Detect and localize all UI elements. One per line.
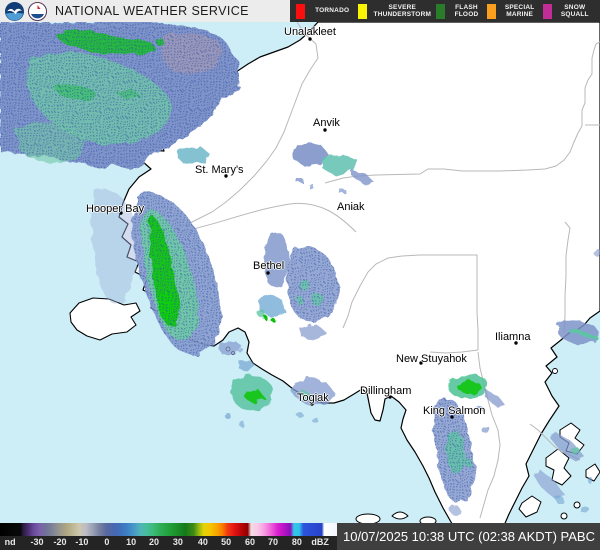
noaa-logo-icon[interactable] xyxy=(5,1,24,21)
radar-echo-layer xyxy=(0,22,600,515)
colorbar-tick: 70 xyxy=(267,537,278,547)
timestamp-bar: 10/07/2025 10:38 UTC (02:38 AKDT) PABC xyxy=(337,523,600,550)
reflectivity-scale: nd -30 -20 -10 0 10 20 30 40 50 60 70 80 dBZ xyxy=(0,523,337,550)
islet xyxy=(552,368,558,374)
warning-label: SPECIAL MARINE xyxy=(504,3,535,19)
warning-label: TORNADO xyxy=(315,7,350,15)
agency-title: NATIONAL WEATHER SERVICE xyxy=(55,4,249,18)
colorbar-tick: nd xyxy=(4,537,16,547)
warning-color-swatch xyxy=(542,3,552,19)
colorbar-tick: dBZ xyxy=(311,537,329,547)
colorbar-tick: 80 xyxy=(291,537,302,547)
warning-legend-item: SPECIAL MARINE xyxy=(486,3,540,19)
warning-legend-item: FLASH FLOOD xyxy=(436,3,483,19)
warning-color-swatch xyxy=(436,3,446,19)
colorbar-tick: 10 xyxy=(126,537,137,547)
nws-brand: NATIONAL WEATHER SERVICE xyxy=(0,0,290,22)
warning-label: SEVERE THUNDERSTORM xyxy=(373,3,432,19)
colorbar-tick: 0 xyxy=(104,537,110,547)
warning-legend-item: SEVERE THUNDERSTORM xyxy=(358,3,433,19)
colorbar-tick: -10 xyxy=(75,537,89,547)
warning-label: SNOW SQUALL xyxy=(560,3,589,19)
warning-color-swatch xyxy=(296,3,306,19)
warning-legend-item: TORNADO xyxy=(296,3,355,19)
reflectivity-colorbar xyxy=(0,523,337,536)
colorbar-tick: 60 xyxy=(245,537,256,547)
header-bar: NATIONAL WEATHER SERVICE TORNADO SEVERE T… xyxy=(0,0,600,22)
colorbar-tick: 50 xyxy=(221,537,232,547)
nunivak-island xyxy=(69,297,141,341)
colorbar-ticks: nd -30 -20 -10 0 10 20 30 40 50 60 70 80 dBZ xyxy=(0,536,337,550)
colorbar-tick: 30 xyxy=(172,537,183,547)
warning-legend-item: SNOW SQUALL xyxy=(542,3,594,19)
map-canvas xyxy=(0,22,600,550)
colorbar-tick: -30 xyxy=(30,537,44,547)
zone-borders xyxy=(167,22,600,519)
warning-color-swatch xyxy=(358,3,368,19)
colorbar-tick: -20 xyxy=(53,537,67,547)
warning-legend: TORNADO SEVERE THUNDERSTORM FLASH FLOOD SPE… xyxy=(290,0,600,22)
radar-map[interactable]: Unalakleet Anvik St. Mary's Hooper Bay Aniak… xyxy=(0,22,600,550)
city-markers xyxy=(119,37,518,419)
colorbar-tick: 40 xyxy=(197,537,208,547)
warning-color-swatch xyxy=(486,3,496,19)
colorbar-tick: 20 xyxy=(148,537,160,547)
nws-logo-icon[interactable] xyxy=(28,1,47,21)
warning-label: FLASH FLOOD xyxy=(454,3,479,19)
